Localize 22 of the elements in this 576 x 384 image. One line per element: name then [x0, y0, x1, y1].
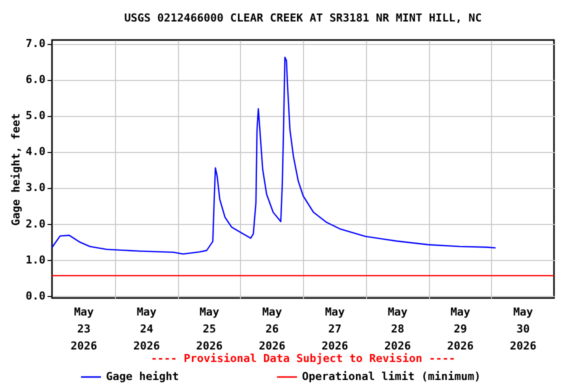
y-tick-label: 1.0 [26, 253, 46, 266]
x-tick-label: May 24 2026 [133, 306, 160, 352]
y-tick-label: 2.0 [26, 217, 46, 230]
y-tick-label: 6.0 [26, 73, 46, 86]
legend-label: Operational limit (minimum) [302, 370, 481, 383]
x-tick-label: May 26 2026 [258, 306, 286, 352]
chart-title: USGS 0212466000 CLEAR CREEK AT SR3181 NR MINT HILL, NC [124, 12, 482, 25]
legend-label: Gage height [106, 370, 179, 383]
text: ---- Provisional Data Subject to Revision ---- [150, 352, 456, 365]
y-tick-label: 4.0 [26, 145, 46, 158]
y-tick-label: 7.0 [26, 37, 46, 50]
x-tick-label: May 23 2026 [70, 306, 98, 352]
x-tick-label: May 29 2026 [447, 306, 474, 352]
line-series [51, 56, 496, 255]
y-axis-title: Gage height, feet [10, 113, 23, 226]
x-tick-label: May 25 2026 [196, 306, 223, 352]
y-tick-label: 5.0 [26, 109, 46, 122]
x-tick-label: May 27 2026 [322, 306, 348, 352]
y-tick-label: 3.0 [26, 181, 46, 194]
x-tick-label: May 28 2026 [384, 306, 412, 352]
x-tick-label: May 30 2026 [510, 306, 537, 352]
y-tick-label: 0.0 [26, 289, 46, 302]
